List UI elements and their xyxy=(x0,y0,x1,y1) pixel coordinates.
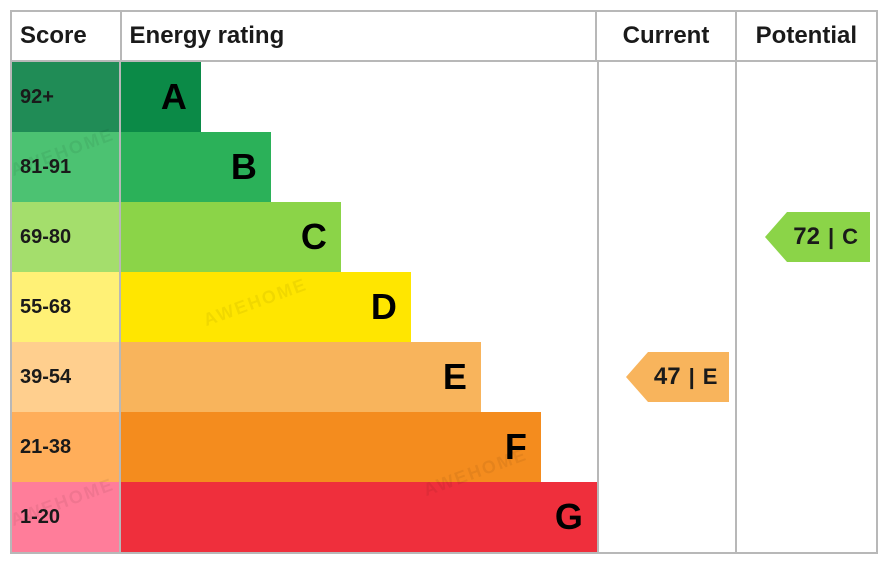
score-range-b: 81-91 xyxy=(12,132,119,202)
rating-bar-f: F xyxy=(121,412,541,482)
rating-bar-b: B xyxy=(121,132,271,202)
potential-pointer-body: 72 | C xyxy=(787,212,870,262)
energy-rating-chart: Score Energy rating Current Potential AW… xyxy=(10,10,878,554)
rating-bar-d: D xyxy=(121,272,411,342)
header-current: Current xyxy=(597,12,736,62)
current-pointer-body: 47 | E xyxy=(648,352,730,402)
band-row-g: G xyxy=(121,482,597,552)
potential-score: 72 xyxy=(793,223,820,251)
pointer-arrow-icon xyxy=(765,212,787,262)
band-row-b: B xyxy=(121,132,597,202)
band-row-f: F xyxy=(121,412,597,482)
score-column: AWEHOME AWEHOME 92+81-9169-8055-6839-542… xyxy=(12,62,121,552)
score-range-a: 92+ xyxy=(12,62,119,132)
current-grade: E xyxy=(703,364,718,390)
band-row-d: D xyxy=(121,272,597,342)
current-column: 47 | E xyxy=(599,62,738,552)
header-score: Score xyxy=(12,12,122,62)
header-rating: Energy rating xyxy=(122,12,598,62)
pointer-separator: | xyxy=(689,364,695,390)
header-row: Score Energy rating Current Potential xyxy=(12,12,876,62)
chart-body: AWEHOME AWEHOME 92+81-9169-8055-6839-542… xyxy=(12,62,876,552)
band-row-e: E xyxy=(121,342,597,412)
pointer-separator: | xyxy=(828,224,834,250)
pointer-arrow-icon xyxy=(626,352,648,402)
potential-column: 72 | C xyxy=(737,62,876,552)
header-potential: Potential xyxy=(737,12,876,62)
rating-bar-a: A xyxy=(121,62,201,132)
potential-grade: C xyxy=(842,224,858,250)
rating-bar-g: G xyxy=(121,482,597,552)
band-row-a: A xyxy=(121,62,597,132)
band-row-c: C xyxy=(121,202,597,272)
rating-bar-c: C xyxy=(121,202,341,272)
potential-pointer: 72 | C xyxy=(765,212,870,262)
current-pointer: 47 | E xyxy=(626,352,730,402)
score-range-c: 69-80 xyxy=(12,202,119,272)
rating-bar-e: E xyxy=(121,342,481,412)
rating-column: AWEHOME AWEHOME ABCDEFG xyxy=(121,62,599,552)
score-range-d: 55-68 xyxy=(12,272,119,342)
score-range-g: 1-20 xyxy=(12,482,119,552)
score-range-f: 21-38 xyxy=(12,412,119,482)
score-range-e: 39-54 xyxy=(12,342,119,412)
current-score: 47 xyxy=(654,363,681,391)
